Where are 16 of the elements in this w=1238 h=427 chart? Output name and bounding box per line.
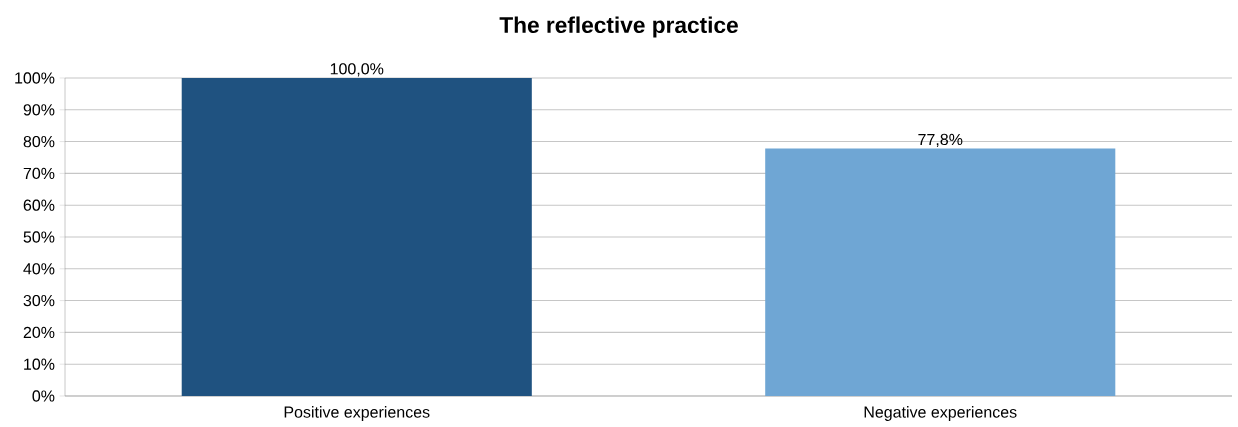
data-label: 77,8% (918, 133, 963, 147)
y-tick-label: 30% (23, 294, 55, 307)
y-tick-label: 20% (23, 326, 55, 339)
y-tick-label: 40% (23, 263, 55, 275)
y-tick-label: 60% (23, 199, 55, 211)
y-tick-label: 100% (15, 72, 55, 84)
y-tick-label: 10% (24, 358, 55, 370)
y-tick-label: 0% (32, 390, 55, 402)
chart-title: The reflective practice (499, 16, 738, 38)
x-tick-label: Negative experiences (864, 406, 1017, 421)
y-tick-label: 50% (23, 231, 55, 243)
data-label: 100,0% (330, 63, 384, 77)
y-tick-label: 80% (23, 135, 55, 148)
y-tick-label: 70% (23, 167, 55, 180)
x-tick-label: Positive experiences (284, 406, 430, 421)
y-tick-label: 90% (23, 104, 55, 116)
